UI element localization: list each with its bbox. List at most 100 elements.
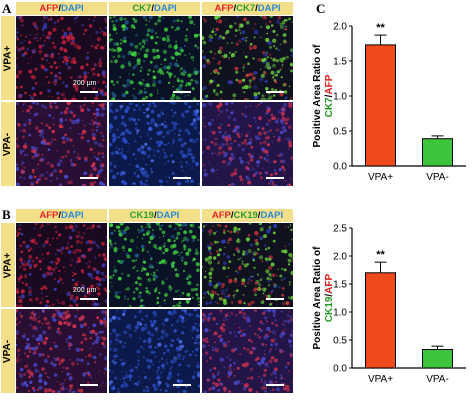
y-axis-label-part: CK19	[324, 296, 335, 322]
micrograph-image	[16, 309, 107, 393]
y-axis-label-part: /	[324, 94, 335, 97]
x-tick-label: VPA-	[426, 172, 449, 183]
y-tick-label: 1.0	[333, 92, 347, 103]
column-header-part: DAPI	[156, 210, 180, 221]
scale-bar	[173, 298, 191, 300]
column-header-part: AFP	[211, 210, 231, 221]
y-axis-label-part: AFP	[324, 273, 335, 293]
column-header-part: CK19	[129, 210, 154, 221]
column-header-part: AFP	[214, 3, 234, 14]
y-tick-label: 0.0	[333, 364, 347, 375]
y-axis-label-line1: Positive Area Ratio of	[312, 44, 323, 148]
y-tick-label: 1.0	[333, 308, 347, 319]
y-axis-label-part: /	[324, 294, 335, 297]
micrograph-image	[109, 223, 200, 307]
scale-bar	[80, 298, 98, 300]
y-axis-label: Positive Area Ratio of CK19/AFP	[312, 246, 335, 350]
row-label-text: VPA+	[2, 252, 14, 278]
panel-label-a: A	[2, 1, 12, 16]
y-axis-label-line2: CK19/AFP	[324, 273, 335, 322]
column-header: AFP / DAPI	[16, 2, 107, 15]
bar	[365, 44, 396, 167]
row-label: VPA-	[1, 309, 15, 393]
panel-label-b: B	[2, 207, 11, 222]
micrograph-image	[109, 102, 200, 186]
row-label-text: VPA+	[2, 45, 14, 71]
row-label-text: VPA-	[2, 339, 14, 363]
x-tick-label: VPA+	[368, 172, 393, 183]
column-header-part: AFP	[39, 3, 59, 14]
column-header: CK7/DAPI	[109, 2, 200, 15]
scale-bar	[173, 177, 191, 179]
column-header-part: /	[58, 3, 61, 14]
row-label: VPA-	[1, 102, 15, 186]
significance-marker: **	[376, 22, 385, 34]
y-tick-label: 1.5	[333, 280, 347, 291]
micrograph-image	[16, 102, 107, 186]
column-header-part: CK19	[233, 210, 258, 221]
column-header-part: DAPI	[60, 3, 84, 14]
y-axis-label-part: Positive Area Ratio of	[312, 44, 323, 148]
bar	[365, 272, 396, 369]
y-tick-label: 0.0	[333, 162, 347, 173]
micrograph-image: 200 μm	[16, 223, 107, 307]
y-tick-label: 0.5	[333, 127, 347, 138]
column-header: AFP / CK19/DAPI	[202, 209, 293, 222]
column-header-part: /	[151, 3, 154, 14]
y-axis-label-part: Positive Area Ratio of	[312, 246, 323, 350]
scale-bar	[80, 384, 98, 386]
column-header: CK19/DAPI	[109, 209, 200, 222]
x-tick-label: VPA-	[426, 374, 449, 385]
y-tick-label: 2.5	[333, 224, 347, 235]
bar	[422, 138, 453, 167]
scale-bar	[266, 91, 284, 93]
micrograph-image	[109, 16, 200, 100]
scale-bar	[266, 177, 284, 179]
scale-bar	[173, 384, 191, 386]
column-header-part: CK7	[132, 3, 152, 14]
x-tick-label: VPA+	[368, 374, 393, 385]
micrograph-image	[202, 102, 293, 186]
scale-bar-label: 200 μm	[73, 287, 97, 294]
y-axis-label-part: AFP	[324, 74, 335, 94]
column-header-part: /	[233, 3, 237, 14]
column-header-part: DAPI	[153, 3, 177, 14]
column-header-part: DAPI	[60, 210, 84, 221]
micrograph-image	[109, 309, 200, 393]
panel-label-c: C	[316, 1, 326, 16]
column-header-part: AFP	[39, 210, 59, 221]
micrograph-image	[202, 309, 293, 393]
scale-bar	[266, 298, 284, 300]
scale-bar	[80, 177, 98, 179]
y-tick-label: 2.0	[333, 22, 347, 33]
bar	[422, 349, 453, 369]
significance-marker: **	[376, 249, 385, 261]
row-label: VPA+	[1, 223, 15, 307]
scale-bar	[80, 91, 98, 93]
y-tick-label: 2.0	[333, 252, 347, 263]
column-header-part: DAPI	[260, 210, 284, 221]
ck7-afp-bar-chart: 0.0 0.5 1.0 1.5 2.0 Positive Area Ratio of CK7…	[312, 22, 466, 183]
micrograph-image: 200 μm	[16, 16, 107, 100]
column-header-part: CK7	[236, 3, 256, 14]
ck19-afp-bar-chart: 0.0 0.5 1.0 1.5 2.0 2.5 Positive Area Ratio of…	[312, 224, 466, 385]
column-header-part: /	[153, 210, 157, 221]
column-header-part: /	[257, 210, 261, 221]
column-header-part: /	[58, 210, 61, 221]
column-header-part: /	[255, 3, 258, 14]
micrograph-image	[202, 16, 293, 100]
y-tick-label: 0.5	[333, 336, 347, 347]
scale-bar	[173, 91, 191, 93]
y-tick-label: 1.5	[333, 57, 347, 68]
y-axis-label-line2: CK7/AFP	[324, 74, 335, 117]
y-axis-label: Positive Area Ratio of CK7/AFP	[312, 44, 335, 148]
scale-bar-label: 200 μm	[73, 80, 97, 87]
scale-bar	[266, 384, 284, 386]
column-header-part: /	[230, 210, 234, 221]
column-header: AFP / DAPI	[16, 209, 107, 222]
column-header: AFP / CK7/DAPI	[202, 2, 293, 15]
column-header-part: DAPI	[257, 3, 281, 14]
row-label: VPA+	[1, 16, 15, 100]
y-axis-label-part: CK7	[324, 97, 335, 117]
micrograph-image	[202, 223, 293, 307]
